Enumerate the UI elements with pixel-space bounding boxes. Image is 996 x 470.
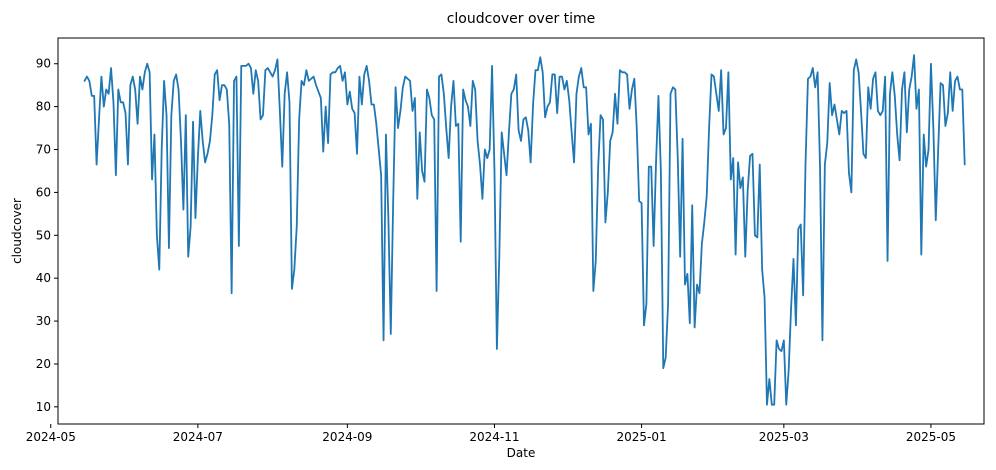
y-tick-label: 80 xyxy=(36,100,51,114)
y-axis: 10 20 30 40 50 60 70 80 90 xyxy=(36,57,58,414)
y-tick-label: 60 xyxy=(36,185,51,199)
series-line xyxy=(83,54,966,406)
y-tick-label: 90 xyxy=(36,57,51,71)
x-tick-label: 2025-03 xyxy=(759,430,809,444)
plot-frame xyxy=(57,37,985,425)
x-tick-label: 2025-01 xyxy=(617,430,667,444)
y-axis-title: cloudcover xyxy=(10,198,24,264)
x-tick-label: 2025-05 xyxy=(906,430,956,444)
y-tick-label: 70 xyxy=(36,143,51,157)
x-axis-title: Date xyxy=(507,446,536,460)
y-tick-label: 20 xyxy=(36,357,51,371)
x-axis: 2024-05 2024-07 2024-09 2024-11 2025-01 2025-… xyxy=(26,424,956,444)
x-tick-label: 2024-09 xyxy=(322,430,372,444)
y-tick-label: 10 xyxy=(36,400,51,414)
x-tick-label: 2024-07 xyxy=(173,430,223,444)
plot-area xyxy=(83,54,966,406)
y-tick-label: 40 xyxy=(36,271,51,285)
x-tick-label: 2024-05 xyxy=(26,430,76,444)
y-tick-label: 30 xyxy=(36,314,51,328)
chart-title: cloudcover over time xyxy=(447,11,596,27)
y-tick-label: 50 xyxy=(36,228,51,242)
x-tick-label: 2024-11 xyxy=(469,430,519,444)
